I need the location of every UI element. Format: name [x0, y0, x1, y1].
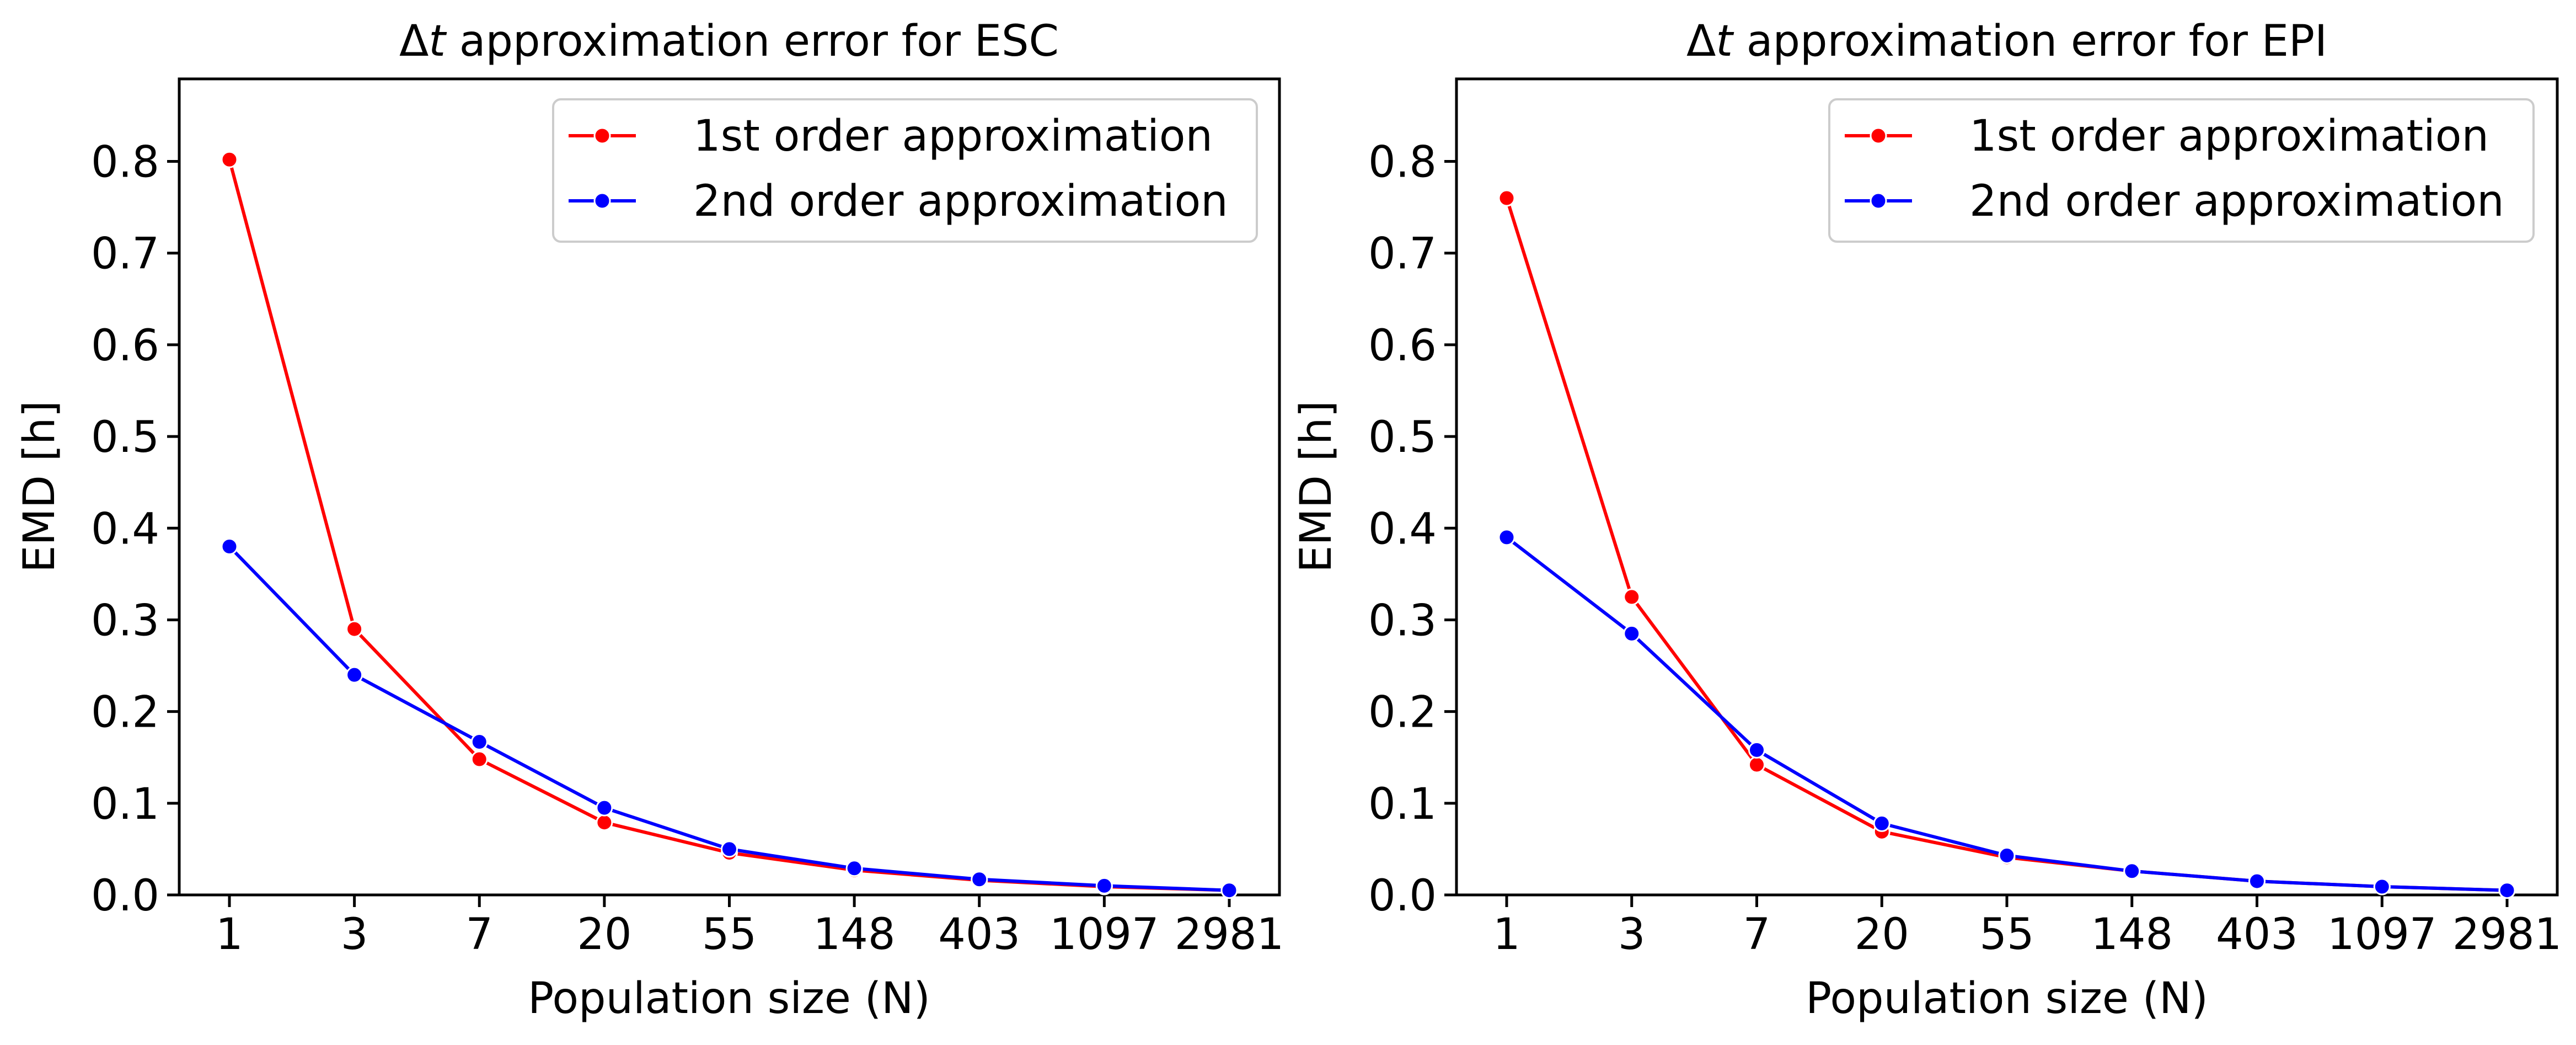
- y-tick-label: 0.0: [91, 871, 159, 921]
- data-point-2nd-order-approximation: [1095, 877, 1113, 894]
- y-tick-label: 0.8: [91, 138, 159, 188]
- data-point-2nd-order-approximation: [1873, 814, 1891, 832]
- x-tick-label: 1: [216, 910, 243, 959]
- data-point-1st-order-approximation: [596, 814, 613, 831]
- x-tick-label: 20: [1855, 910, 1909, 959]
- x-tick-label: 2981: [1175, 910, 1284, 959]
- data-point-2nd-order-approximation: [2123, 862, 2141, 880]
- x-tick-label: 148: [2091, 910, 2173, 959]
- y-tick-label: 0.6: [1368, 321, 1437, 371]
- legend-marker-2nd-order: [593, 192, 611, 210]
- y-tick-label: 0.7: [1368, 230, 1437, 279]
- x-tick-label: 148: [813, 910, 896, 959]
- chart-title: Δt approximation error for EPI: [1686, 17, 2327, 66]
- legend: 1st order approximation 2nd order approx…: [552, 98, 1258, 243]
- y-axis-ticks: 0.0 0.1 0.2 0.3 0.4 0.5 0.6 0.7 0.8: [91, 138, 179, 921]
- data-point-2nd-order-approximation: [1998, 847, 2016, 865]
- y-tick-label: 0.2: [91, 688, 159, 738]
- data-point-2nd-order-approximation: [2498, 882, 2516, 899]
- x-tick-label: 403: [2216, 910, 2298, 959]
- y-tick-label: 0.8: [1368, 138, 1437, 188]
- legend-label-1st-order: 1st order approximation: [693, 111, 1213, 161]
- data-point-2nd-order-approximation: [346, 666, 363, 684]
- data-point-2nd-order-approximation: [845, 860, 863, 877]
- legend-label-2nd-order: 2nd order approximation: [1969, 177, 2504, 226]
- x-tick-label: 7: [1743, 910, 1771, 959]
- x-axis-ticks: 1 3 7 20 55 148 403 1097 2981: [216, 895, 1284, 959]
- x-tick-label: 55: [702, 910, 757, 959]
- data-point-1st-order-approximation: [470, 750, 488, 768]
- y-axis-label: EMD [h]: [1292, 401, 1341, 573]
- data-point-1st-order-approximation: [221, 151, 238, 168]
- y-tick-label: 0.4: [91, 504, 159, 554]
- legend-frame: [1828, 98, 2535, 243]
- series-layer: [221, 151, 1238, 899]
- y-tick-label: 0.5: [91, 413, 159, 462]
- y-axis-label: EMD [h]: [15, 401, 65, 573]
- y-tick-label: 0.2: [1368, 688, 1437, 738]
- data-point-2nd-order-approximation: [1498, 529, 1515, 546]
- legend-marker-1st-order: [1870, 127, 1887, 145]
- chart-title: Δt approximation error for ESC: [399, 17, 1059, 66]
- x-tick-label: 20: [577, 910, 631, 959]
- data-point-2nd-order-approximation: [2248, 872, 2266, 890]
- x-tick-label: 3: [1618, 910, 1646, 959]
- data-point-2nd-order-approximation: [1748, 741, 1765, 759]
- data-point-1st-order-approximation: [1623, 588, 1641, 606]
- y-tick-label: 0.3: [91, 596, 159, 646]
- data-point-2nd-order-approximation: [971, 871, 988, 888]
- data-point-2nd-order-approximation: [1220, 882, 1238, 899]
- data-point-2nd-order-approximation: [1623, 625, 1641, 642]
- data-point-2nd-order-approximation: [721, 840, 738, 858]
- x-axis-ticks: 1 3 7 20 55 148 403 1097 2981: [1493, 895, 2562, 959]
- legend-marker-2nd-order: [1870, 192, 1887, 210]
- data-point-1st-order-approximation: [346, 620, 363, 638]
- legend-label-1st-order: 1st order approximation: [1969, 111, 2489, 161]
- x-tick-label: 3: [341, 910, 368, 959]
- y-tick-label: 0.4: [1368, 504, 1437, 554]
- x-tick-label: 7: [465, 910, 493, 959]
- data-point-1st-order-approximation: [1498, 189, 1515, 207]
- legend-marker-1st-order: [593, 127, 611, 145]
- chart-esc: Δt approximation error for ESC Populatio…: [15, 17, 1284, 1023]
- data-point-2nd-order-approximation: [596, 799, 613, 817]
- y-axis-ticks: 0.0 0.1 0.2 0.3 0.4 0.5 0.6 0.7 0.8: [1368, 138, 1456, 921]
- y-tick-label: 0.3: [1368, 596, 1437, 646]
- chart-epi: Δt approximation error for EPI Populatio…: [1292, 17, 2562, 1023]
- y-tick-label: 0.1: [91, 780, 159, 829]
- x-tick-label: 1097: [2327, 910, 2437, 959]
- legend-frame: [552, 98, 1258, 243]
- x-axis-label: Population size (N): [1806, 974, 2208, 1023]
- y-tick-label: 0.5: [1368, 413, 1437, 462]
- data-point-2nd-order-approximation: [2373, 878, 2391, 895]
- y-tick-label: 0.1: [1368, 780, 1437, 829]
- x-tick-label: 403: [938, 910, 1020, 959]
- y-tick-label: 0.6: [91, 321, 159, 371]
- x-axis-label: Population size (N): [528, 974, 930, 1023]
- data-point-1st-order-approximation: [1748, 756, 1765, 774]
- legend-label-2nd-order: 2nd order approximation: [693, 177, 1228, 226]
- y-tick-label: 0.7: [91, 230, 159, 279]
- series-layer: [1498, 189, 2516, 899]
- x-tick-label: 55: [1979, 910, 2034, 959]
- y-tick-label: 0.0: [1368, 871, 1437, 921]
- data-point-2nd-order-approximation: [221, 538, 238, 556]
- x-tick-label: 1097: [1049, 910, 1159, 959]
- x-tick-label: 2981: [2452, 910, 2562, 959]
- x-tick-label: 1: [1493, 910, 1520, 959]
- legend: 1st order approximation 2nd order approx…: [1828, 98, 2535, 243]
- data-point-2nd-order-approximation: [470, 733, 488, 750]
